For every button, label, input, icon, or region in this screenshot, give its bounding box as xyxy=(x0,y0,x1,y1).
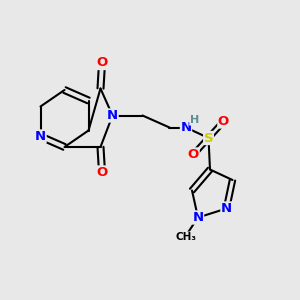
Text: O: O xyxy=(96,56,108,70)
Text: N: N xyxy=(107,109,118,122)
Text: N: N xyxy=(180,121,192,134)
Text: H: H xyxy=(190,115,199,125)
Text: N: N xyxy=(192,211,204,224)
Text: O: O xyxy=(96,166,108,179)
Text: O: O xyxy=(218,115,229,128)
Text: S: S xyxy=(204,131,213,145)
Text: CH₃: CH₃ xyxy=(176,232,197,242)
Text: N: N xyxy=(35,130,46,143)
Text: N: N xyxy=(221,202,232,215)
Text: O: O xyxy=(188,148,199,161)
